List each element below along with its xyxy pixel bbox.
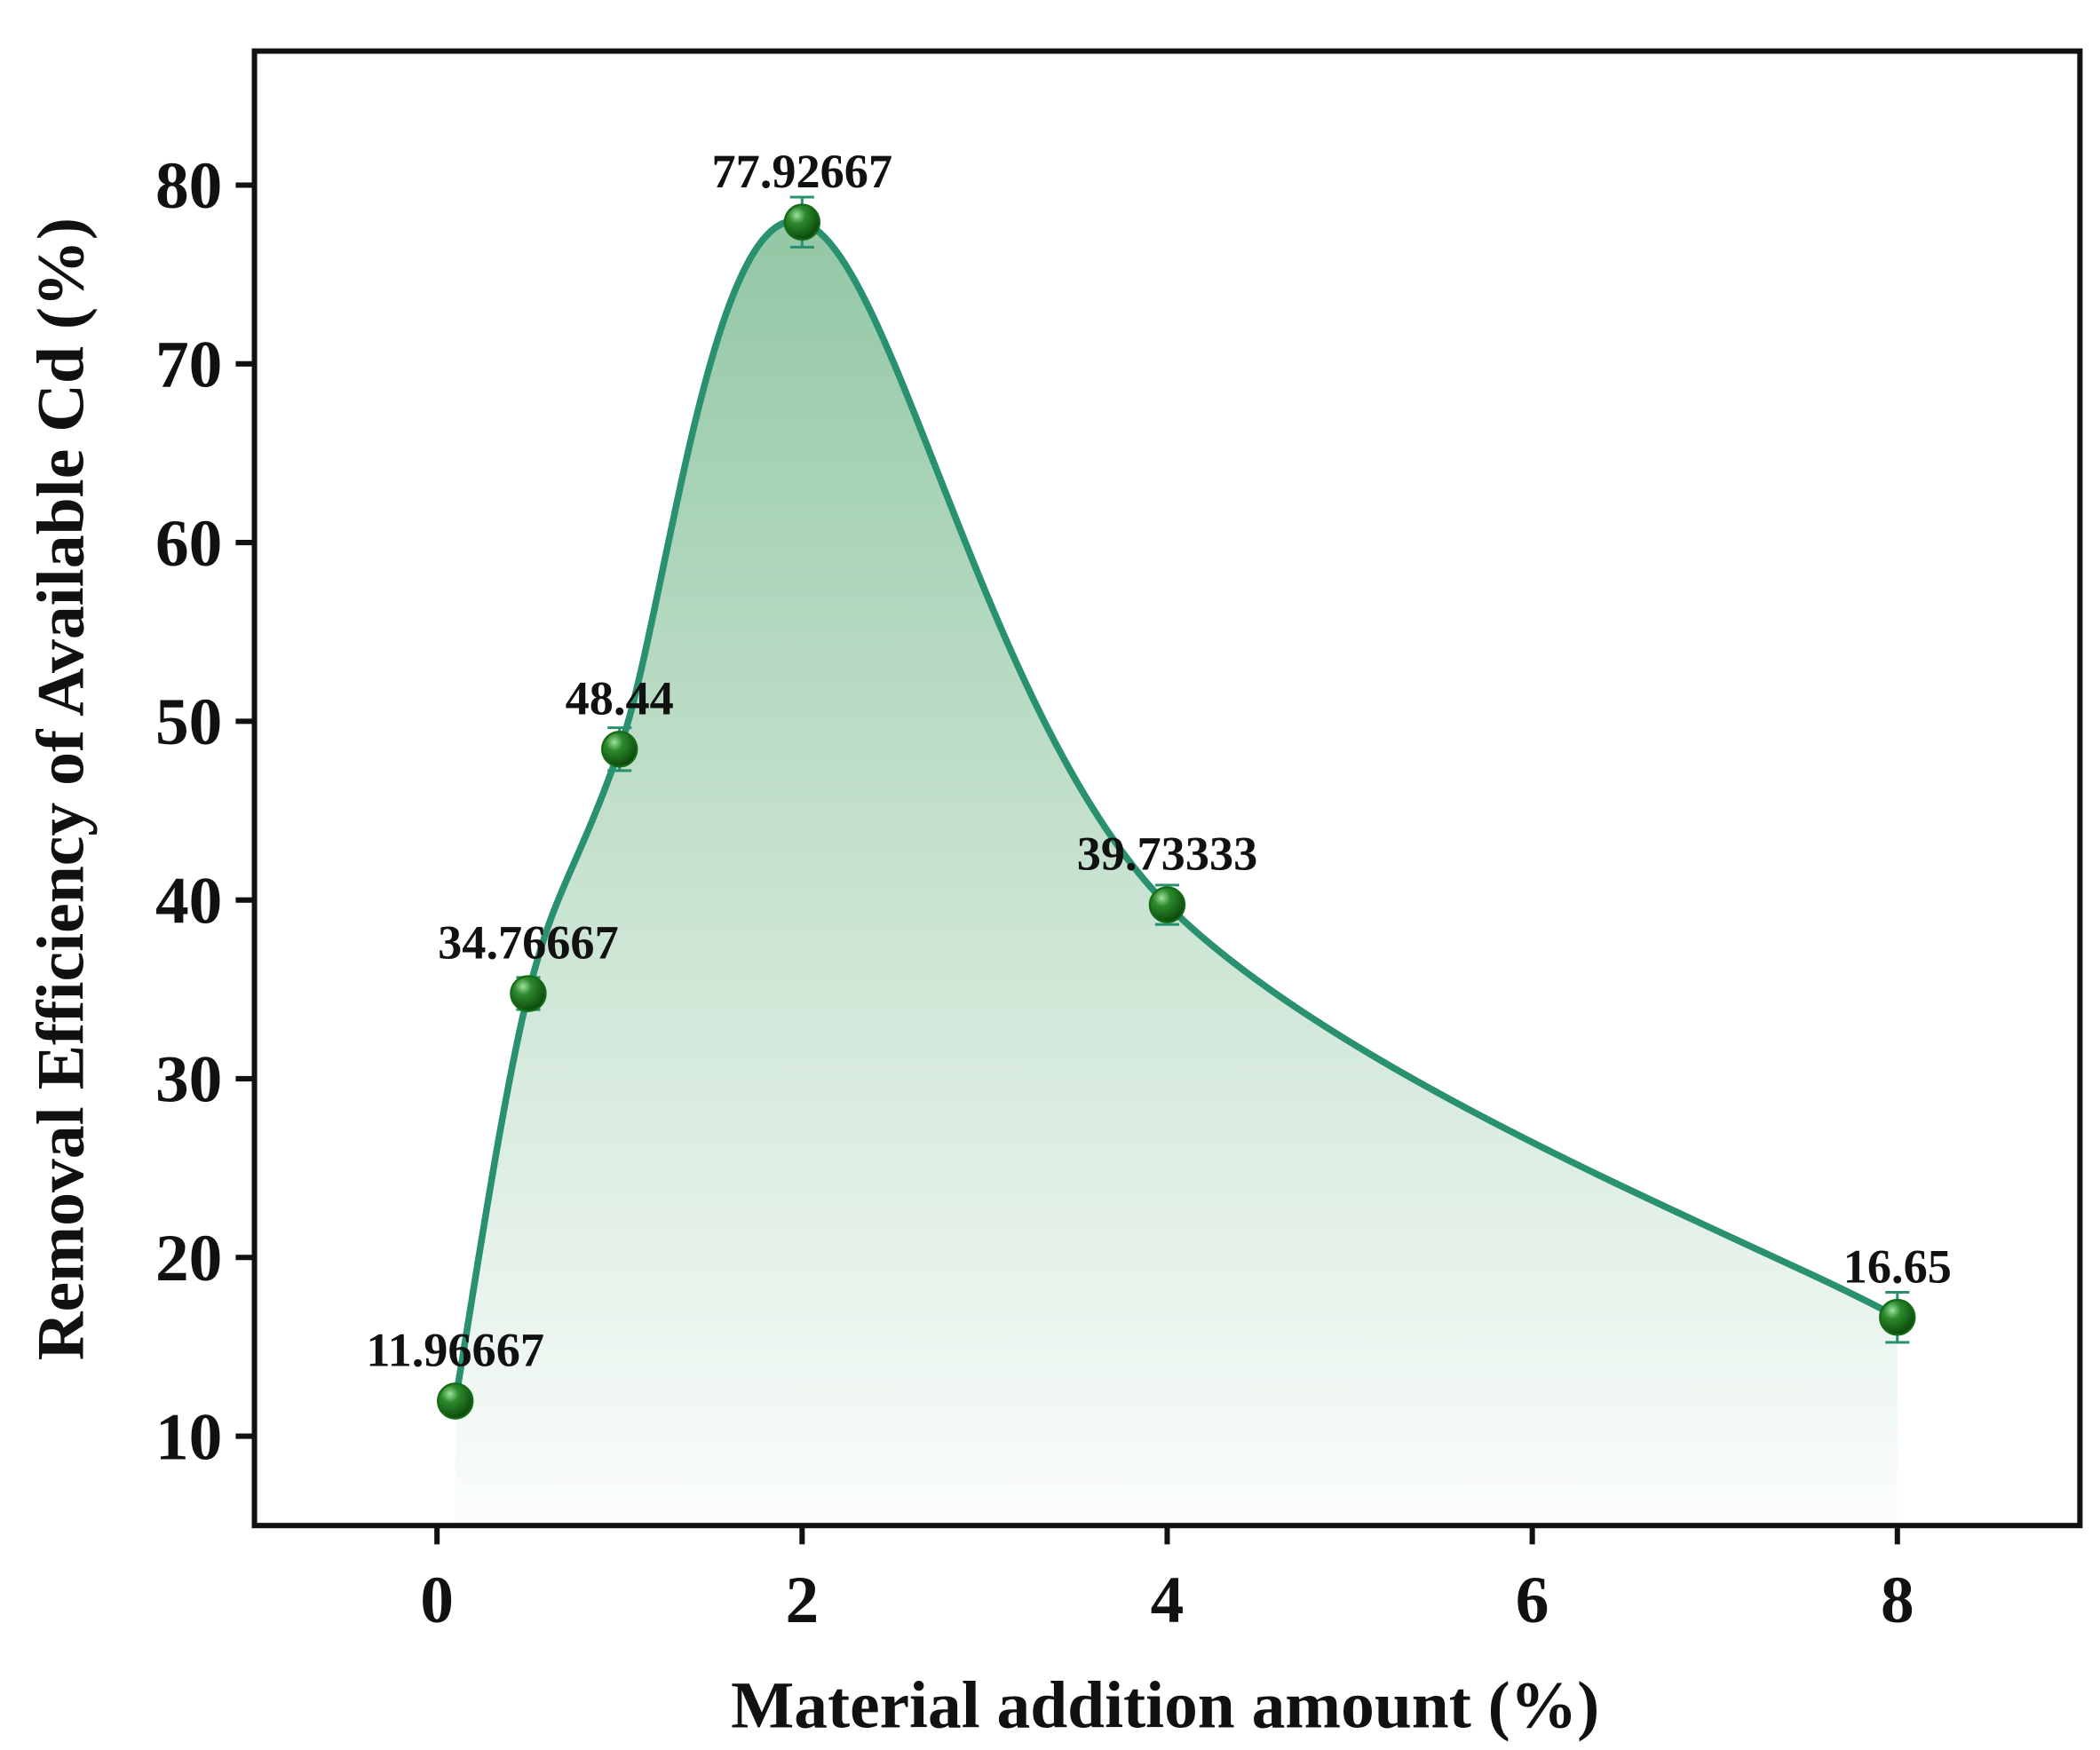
marker <box>1148 886 1186 923</box>
y-tick-label: 70 <box>155 328 222 401</box>
data-label: 16.65 <box>1843 1239 1952 1293</box>
marker <box>783 203 821 242</box>
data-label: 34.76667 <box>438 916 619 970</box>
y-axis-label: Removal Efficiency of Available Cd (%) <box>25 218 99 1360</box>
x-tick-label: 6 <box>1516 1564 1549 1637</box>
data-label: 48.44 <box>566 671 674 725</box>
marker <box>600 730 638 768</box>
y-tick-label: 40 <box>155 864 222 938</box>
x-tick-label: 0 <box>420 1564 454 1637</box>
marker <box>436 1382 474 1420</box>
y-tick-label: 60 <box>155 507 222 581</box>
y-tick-label: 50 <box>155 685 222 759</box>
marker <box>1879 1298 1916 1336</box>
y-tick-label: 30 <box>155 1043 222 1117</box>
x-tick-label: 4 <box>1151 1564 1185 1637</box>
marker <box>510 975 547 1012</box>
x-tick-label: 8 <box>1881 1564 1914 1637</box>
data-label: 77.92667 <box>712 145 893 198</box>
data-label: 11.96667 <box>366 1324 544 1377</box>
area <box>455 221 1898 1526</box>
x-tick-label: 2 <box>785 1564 819 1637</box>
y-tick-label: 10 <box>155 1400 222 1474</box>
x-axis-label: Material addition amount (%) <box>731 1668 1599 1742</box>
y-tick-label: 20 <box>155 1222 222 1295</box>
data-label: 39.73333 <box>1077 827 1258 881</box>
y-tick-label: 80 <box>155 149 222 223</box>
